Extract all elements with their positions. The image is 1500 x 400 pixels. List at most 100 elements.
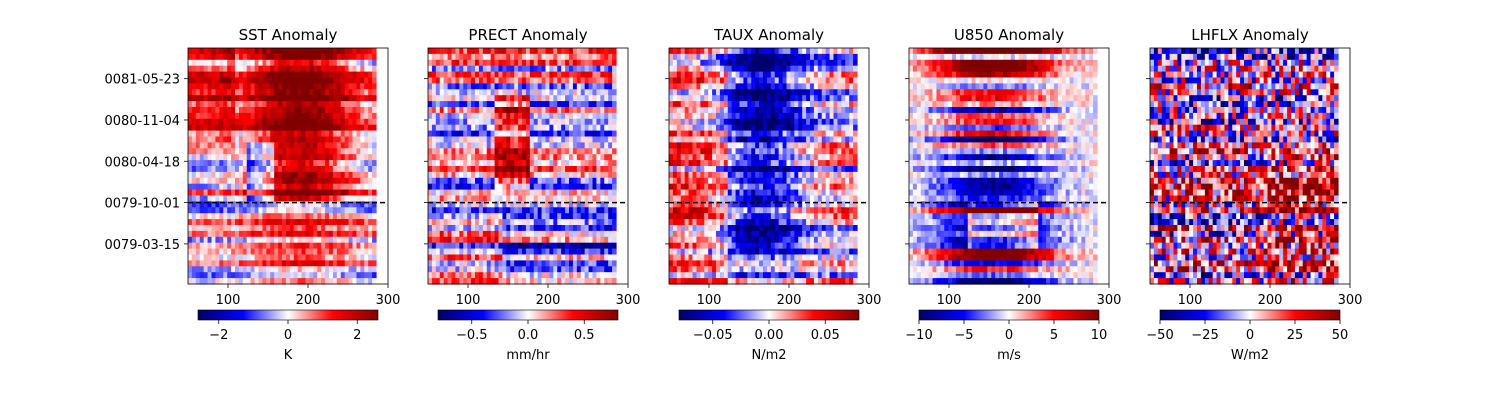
- heatmap-cell: [755, 71, 760, 79]
- heatmap-cell: [541, 65, 547, 73]
- heatmap-cell: [254, 266, 260, 273]
- heatmap-cell: [719, 83, 725, 90]
- heatmap-cell: [802, 83, 807, 90]
- heatmap-cell: [278, 142, 283, 149]
- heatmap-cell: [588, 171, 594, 179]
- heatmap-cell: [340, 107, 346, 114]
- heatmap-cell: [289, 48, 295, 55]
- heatmap-cell: [727, 101, 733, 108]
- heatmap-cell: [806, 142, 811, 149]
- heatmap-cell: [471, 112, 476, 120]
- heatmap-cell: [336, 118, 342, 126]
- heatmap-cell: [533, 48, 539, 55]
- heatmap-cell: [231, 266, 236, 273]
- heatmap-cell: [227, 230, 232, 238]
- heatmap-cell: [443, 77, 449, 84]
- heatmap-cell: [700, 148, 705, 155]
- heatmap-cell: [309, 89, 314, 96]
- heatmap-cell: [364, 183, 369, 191]
- heatmap-cell: [596, 89, 601, 96]
- heatmap-cell: [747, 142, 752, 149]
- heatmap-cell: [258, 130, 264, 138]
- heatmap-cell: [486, 112, 492, 120]
- heatmap-cell: [274, 89, 279, 96]
- heatmap-cell: [600, 142, 605, 149]
- heatmap-cell: [356, 248, 361, 256]
- heatmap-cell: [238, 225, 244, 232]
- heatmap-cell: [549, 118, 554, 126]
- heatmap-cell: [235, 136, 240, 143]
- heatmap-cell: [510, 278, 515, 285]
- heatmap-cell: [278, 77, 283, 84]
- heatmap-cell: [219, 272, 224, 279]
- heatmap-cell: [270, 118, 275, 126]
- heatmap-cell: [459, 230, 464, 238]
- heatmap-cell: [262, 219, 267, 226]
- heatmap-cell: [580, 248, 586, 256]
- heatmap-cell: [759, 142, 764, 149]
- heatmap-cell: [195, 154, 201, 161]
- heatmap-cell: [766, 166, 772, 173]
- heatmap-cell: [572, 260, 578, 267]
- heatmap-cell: [766, 65, 772, 73]
- heatmap-cell: [435, 201, 441, 208]
- heatmap-cell: [478, 242, 484, 250]
- heatmap-cell: [676, 166, 682, 173]
- heatmap-cell: [348, 201, 354, 208]
- heatmap-cell: [841, 112, 846, 120]
- heatmap-cell: [309, 236, 314, 244]
- y-tick-label: 0079-03-15: [104, 238, 180, 253]
- heatmap-cell: [431, 71, 437, 79]
- heatmap-cell: [297, 248, 303, 256]
- heatmap-cell: [195, 195, 201, 202]
- heatmap-cell: [435, 166, 441, 173]
- heatmap-cell: [680, 77, 686, 84]
- heatmap-cell: [557, 171, 562, 179]
- heatmap-cell: [676, 53, 682, 61]
- heatmap-cell: [604, 219, 609, 226]
- heatmap-cell: [364, 118, 369, 126]
- heatmap-cell: [195, 142, 201, 149]
- heatmap-cell: [537, 260, 543, 267]
- heatmap-cell: [684, 59, 690, 67]
- heatmap-cell: [723, 118, 729, 126]
- heatmap-cell: [572, 65, 578, 73]
- heatmap-cell: [242, 53, 248, 61]
- heatmap-cell: [188, 59, 193, 67]
- heatmap-cell: [731, 118, 737, 126]
- heatmap-cell: [569, 59, 574, 67]
- heatmap-cell: [285, 260, 291, 267]
- heatmap-cell: [810, 107, 815, 114]
- heatmap-cell: [708, 136, 713, 143]
- heatmap-cell: [561, 177, 566, 185]
- heatmap-cell: [557, 278, 562, 285]
- heatmap-cell: [669, 142, 674, 149]
- heatmap-cell: [360, 48, 365, 55]
- heatmap-cell: [266, 254, 271, 261]
- heatmap-cell: [510, 225, 515, 232]
- heatmap-cell: [770, 77, 776, 84]
- heatmap-cell: [565, 213, 570, 220]
- heatmap-cell: [321, 154, 326, 161]
- heatmap-cell: [510, 130, 515, 138]
- heatmap-cell: [475, 272, 480, 279]
- heatmap-cell: [482, 130, 488, 138]
- heatmap-cell: [305, 225, 311, 232]
- heatmap-cell: [684, 95, 690, 102]
- heatmap-cell: [518, 266, 523, 273]
- heatmap-cell: [467, 248, 472, 256]
- heatmap-cell: [592, 242, 598, 250]
- heatmap-cell: [584, 195, 590, 202]
- heatmap-cell: [561, 213, 566, 220]
- heatmap-cell: [565, 142, 570, 149]
- heatmap-cell: [332, 124, 338, 132]
- heatmap-cell: [282, 71, 287, 79]
- heatmap-cell: [778, 77, 784, 84]
- heatmap-cell: [443, 230, 449, 238]
- heatmap-cell: [569, 225, 574, 232]
- heatmap-cell: [716, 112, 721, 120]
- heatmap-cell: [849, 89, 854, 96]
- heatmap-cell: [604, 112, 609, 120]
- heatmap-cell: [372, 142, 377, 149]
- heatmap-cell: [817, 65, 823, 73]
